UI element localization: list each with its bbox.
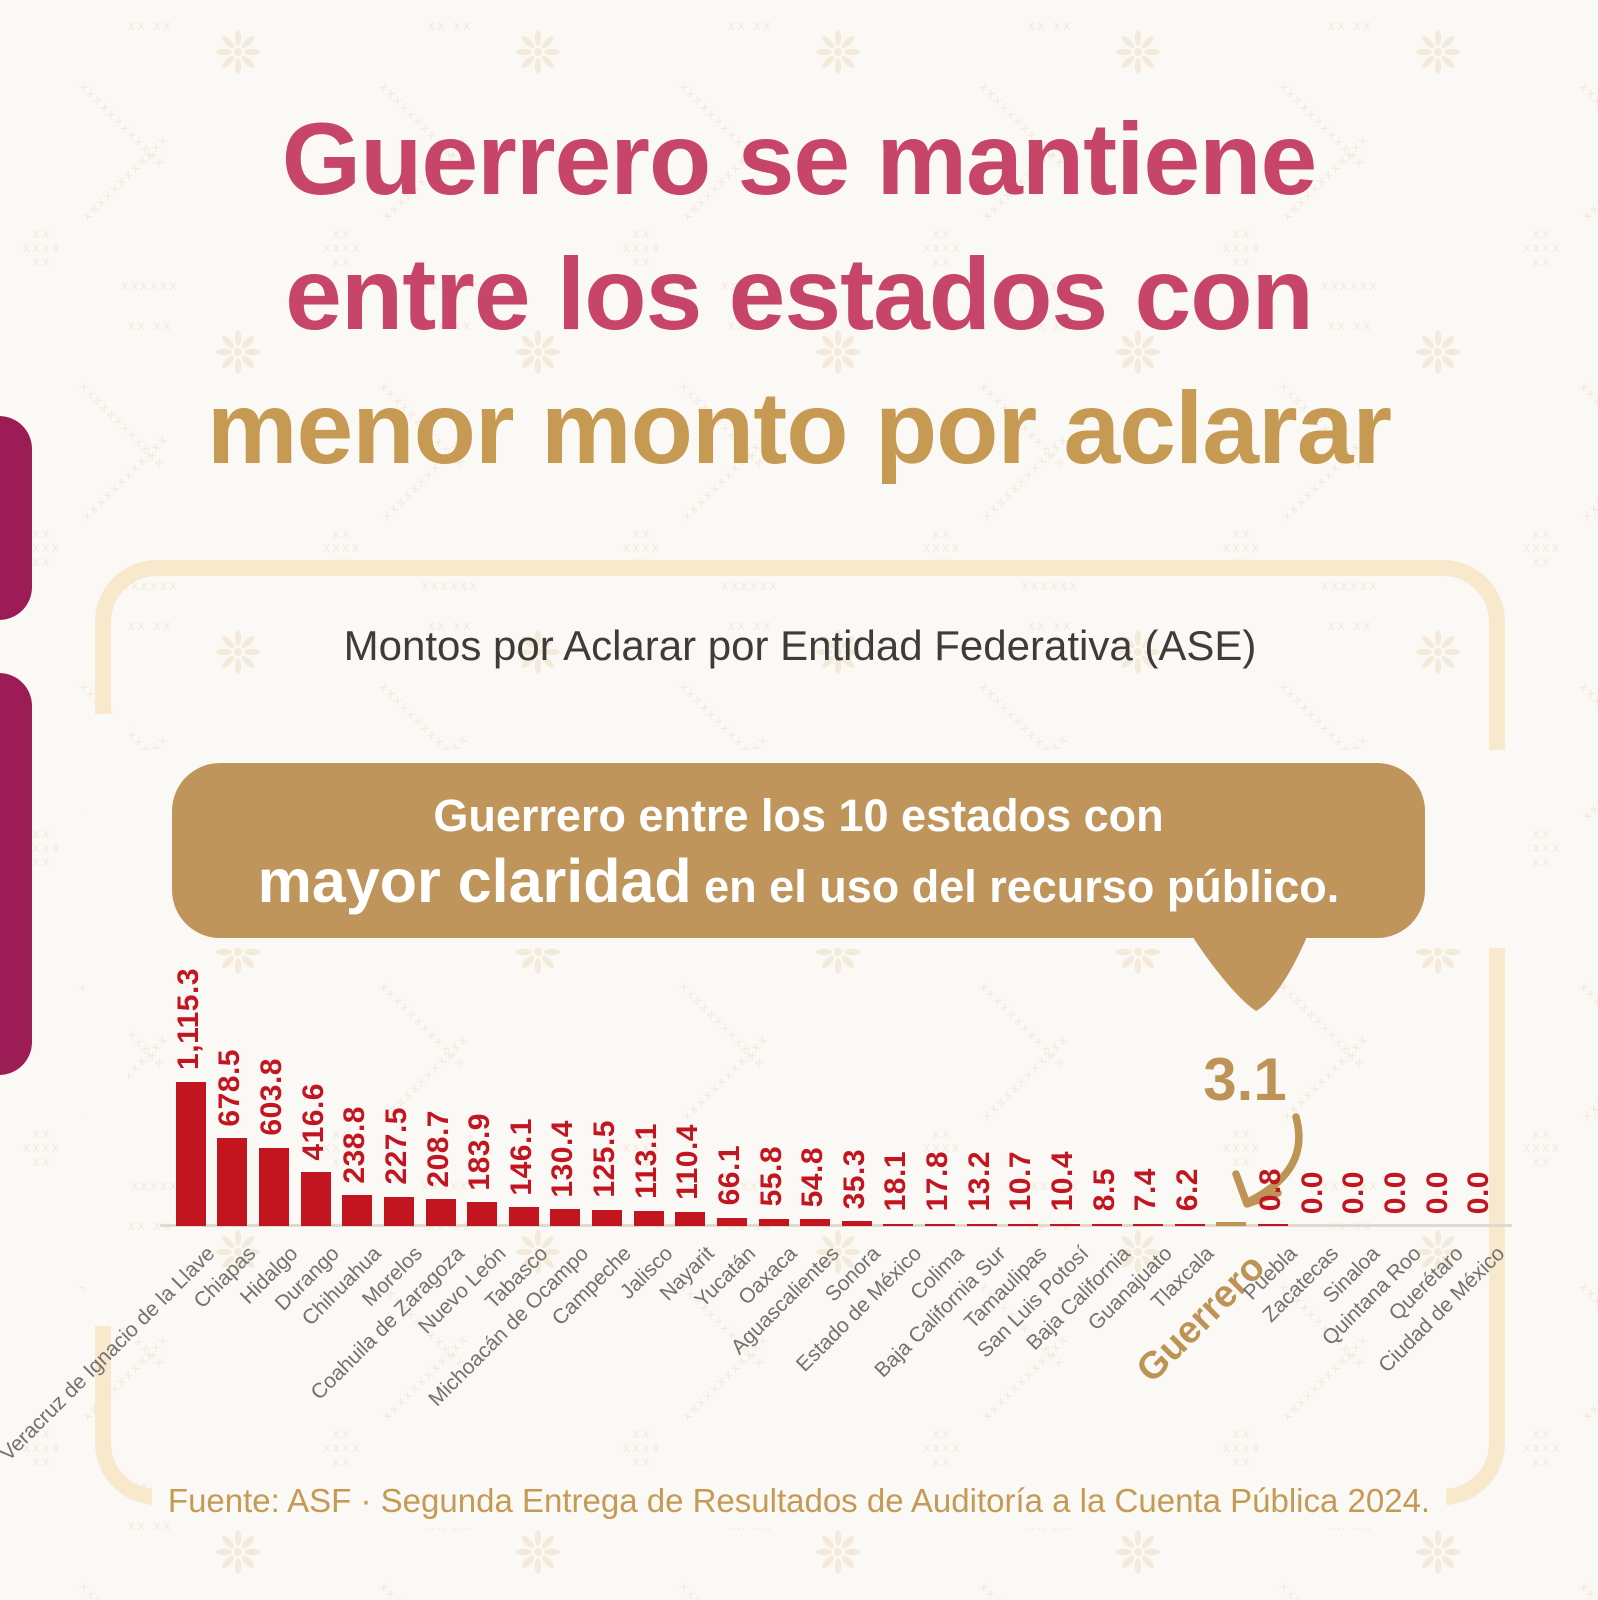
- bar: [592, 1209, 623, 1226]
- bar-value-label: 8.5: [1087, 1168, 1121, 1212]
- bar: [259, 1148, 290, 1226]
- chart-title: Montos por Aclarar por Entidad Federativ…: [343, 622, 1257, 669]
- frame-border-gap-left: [84, 714, 128, 1326]
- bar-value-label: 66.1: [712, 1145, 746, 1206]
- bar-value-label: 146.1: [504, 1117, 538, 1196]
- bar-value-label: 130.4: [546, 1119, 580, 1198]
- bar-value-label: 125.5: [588, 1120, 622, 1198]
- bar-value-label: 10.7: [1004, 1151, 1038, 1212]
- highlight-value-label: 3.1: [1203, 1046, 1287, 1113]
- bar: [633, 1211, 664, 1226]
- bar-value-label: 238.8: [338, 1105, 372, 1184]
- bar-chart: 1,115.3 Veracruz de Ignacio de la Llave 67…: [0, 968, 1512, 1480]
- bar: [383, 1196, 414, 1226]
- source-note-text: Fuente: ASF · Segunda Entrega de Resulta…: [151, 1482, 1447, 1519]
- bar: [175, 1082, 206, 1226]
- bar-value-label: 0.0: [1378, 1170, 1412, 1214]
- title-line-3: menor monto por aclarar: [206, 371, 1392, 486]
- bar-value-label: 18.1: [879, 1151, 913, 1212]
- bar: [342, 1195, 373, 1226]
- chart-baseline: [160, 1224, 1512, 1227]
- bar-value-label: 0.0: [1295, 1170, 1329, 1214]
- callout-bubble: Guerrero entre los 10 estados con mayor …: [172, 763, 1425, 938]
- bar-value-label: 603.8: [255, 1058, 289, 1136]
- callout-line-1: Guerrero entre los 10 estados con: [433, 790, 1164, 841]
- bar-value-label: 0.0: [1337, 1170, 1371, 1214]
- bar: [716, 1217, 747, 1226]
- source-note: Fuente: ASF · Segunda Entrega de Resulta…: [0, 1482, 1598, 1520]
- bar-value-label: 227.5: [379, 1107, 413, 1185]
- page-title: Guerrero se mantiene entre los estados c…: [0, 92, 1598, 496]
- left-accent-shape-1: [0, 416, 32, 620]
- bar: [758, 1218, 789, 1226]
- bar: [1091, 1223, 1122, 1226]
- bar-value-label: 54.8: [796, 1146, 830, 1207]
- bar: [883, 1223, 914, 1226]
- left-accent-shape-2: [0, 673, 32, 1075]
- callout-line-2: mayor claridad en el uso del recurso púb…: [172, 843, 1425, 919]
- bar: [425, 1199, 456, 1226]
- bar-value-label: 10.4: [1045, 1151, 1079, 1212]
- bar-value-label: 1,115.3: [171, 968, 205, 1070]
- bar: [1174, 1223, 1205, 1226]
- bar: [966, 1223, 997, 1226]
- bar-value-label: 0.0: [1420, 1170, 1454, 1214]
- bar-value-label: 13.2: [962, 1151, 996, 1212]
- bar: [925, 1223, 956, 1226]
- bar-value-label: 0.0: [1462, 1170, 1496, 1214]
- bar-value-label: 6.2: [1170, 1168, 1204, 1212]
- bar-highlight: [1216, 1222, 1247, 1226]
- bar: [800, 1218, 831, 1226]
- callout-emphasis: mayor claridad: [257, 847, 692, 915]
- bar: [675, 1211, 706, 1226]
- bar-value-label: 0.8: [1254, 1168, 1288, 1212]
- bar-value-label: 678.5: [213, 1048, 247, 1127]
- callout-bubble-tail: [1194, 935, 1306, 1011]
- bar: [217, 1138, 248, 1226]
- bar: [467, 1202, 498, 1226]
- bar-value-label: 110.4: [671, 1123, 705, 1200]
- bar-value-label: 113.1: [629, 1123, 663, 1200]
- bar-value-label: 183.9: [463, 1112, 497, 1191]
- bar-value-label: 17.8: [921, 1151, 955, 1212]
- bar-value-label: 416.6: [296, 1082, 330, 1161]
- bar-value-label: 35.3: [837, 1149, 871, 1210]
- title-line-2: entre los estados con: [285, 236, 1314, 351]
- bar-value-label: 7.4: [1129, 1168, 1163, 1212]
- bar: [1049, 1223, 1080, 1226]
- bar: [1258, 1223, 1289, 1226]
- bar-value-label: 55.8: [754, 1146, 788, 1207]
- bar-value-label: 208.7: [421, 1109, 455, 1188]
- bar: [1008, 1223, 1039, 1226]
- callout-line-2-rest: en el uso del recurso público.: [691, 861, 1340, 912]
- bar: [550, 1209, 581, 1226]
- bar: [1133, 1223, 1164, 1226]
- bar: [508, 1207, 539, 1226]
- bar: [841, 1221, 872, 1226]
- bar: [300, 1172, 331, 1226]
- title-line-1: Guerrero se mantiene: [281, 102, 1317, 216]
- curved-arrow-icon: [1232, 1113, 1303, 1208]
